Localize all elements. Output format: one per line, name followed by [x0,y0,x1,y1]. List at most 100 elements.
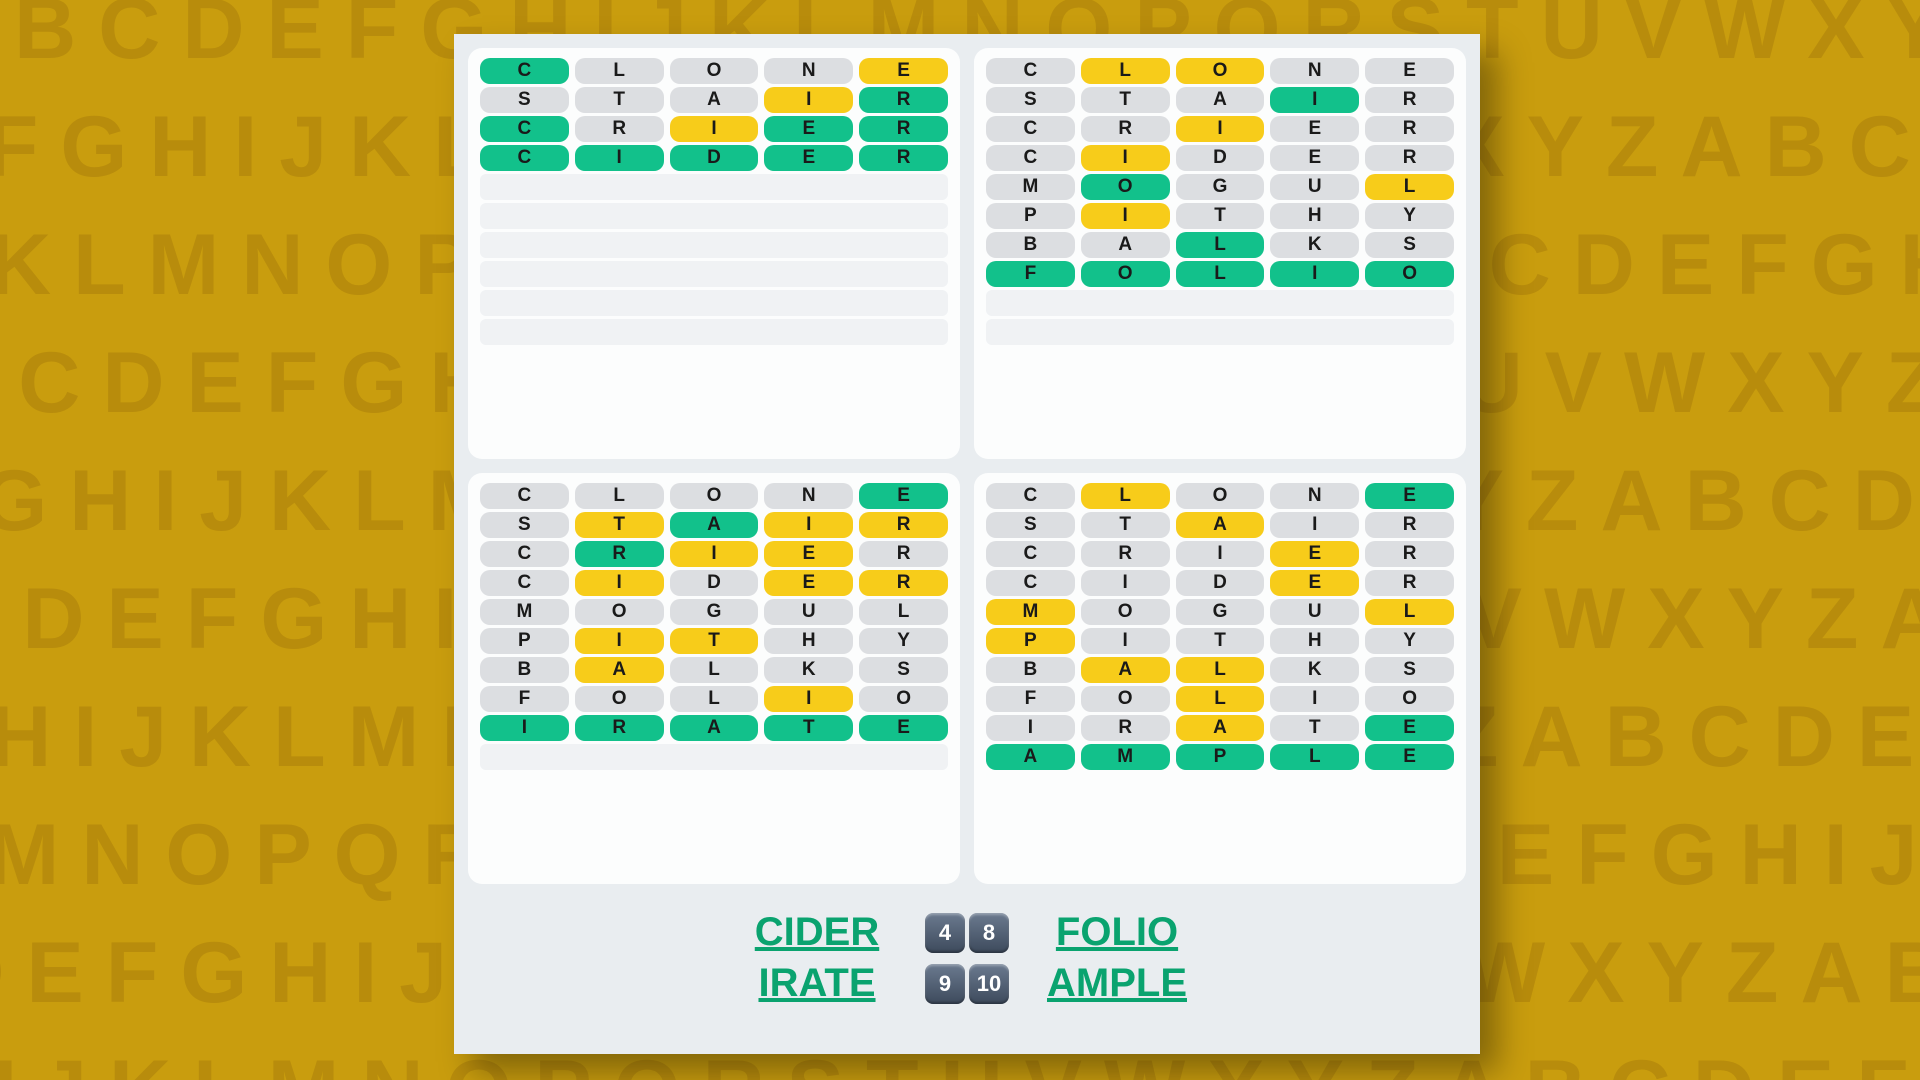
letter-tile: E [859,715,948,741]
letter-tile: L [575,58,664,84]
empty-row [986,290,1454,316]
letter-tile: D [670,570,759,596]
letter-tile: A [575,657,664,683]
guess-count-badges: 48 [925,913,1009,953]
letter-tile: T [1081,87,1170,113]
empty-row [480,261,948,287]
guess-row: CIDER [986,145,1454,171]
guess-row: FOLIO [986,261,1454,287]
letter-tile: U [1270,174,1359,200]
letter-tile: A [1176,715,1265,741]
letter-tile: I [1176,541,1265,567]
letter-tile: A [986,744,1075,770]
letter-tile: R [1365,570,1454,596]
board-2: CLONESTAIRCRIERCIDERMOGULPITHYBALKSFOLIO [974,48,1466,459]
guess-row: CIDER [480,570,948,596]
letter-tile: R [859,541,948,567]
letter-tile: L [1176,686,1265,712]
summary-row-1: CIDER 48 FOLIO [737,910,1197,955]
letter-tile: H [764,628,853,654]
letter-tile: O [1081,261,1170,287]
letter-tile: B [986,232,1075,258]
letter-tile: T [1081,512,1170,538]
letter-tile: B [480,657,569,683]
guess-row: MOGUL [986,599,1454,625]
letter-tile: S [986,87,1075,113]
answer-word[interactable]: FOLIO [1037,910,1197,955]
letter-tile: P [986,203,1075,229]
guess-row: IRATE [986,715,1454,741]
letter-tile: P [986,628,1075,654]
letter-tile: S [480,87,569,113]
letter-tile: C [986,145,1075,171]
letter-tile: S [480,512,569,538]
letter-tile: I [1081,628,1170,654]
letter-tile: E [1270,541,1359,567]
letter-tile: N [764,58,853,84]
guess-row: CRIER [986,116,1454,142]
letter-tile: L [1365,599,1454,625]
empty-row [480,203,948,229]
letter-tile: R [1081,116,1170,142]
letter-tile: I [670,541,759,567]
letter-tile: O [1176,483,1265,509]
letter-tile: P [480,628,569,654]
guess-row: MOGUL [986,174,1454,200]
letter-tile: L [1081,483,1170,509]
letter-tile: B [986,657,1075,683]
letter-tile: C [986,483,1075,509]
letter-tile: E [1270,570,1359,596]
answer-word[interactable]: IRATE [737,961,897,1006]
letter-tile: E [859,58,948,84]
letter-tile: A [1081,657,1170,683]
guess-row: CIDER [480,145,948,171]
guess-row: PITHY [480,628,948,654]
letter-tile: R [859,570,948,596]
letter-tile: G [670,599,759,625]
letter-tile: E [764,541,853,567]
answer-word[interactable]: CIDER [737,910,897,955]
letter-tile: A [670,715,759,741]
letter-tile: L [1270,744,1359,770]
letter-tile: C [986,570,1075,596]
letter-tile: I [575,145,664,171]
letter-tile: C [480,570,569,596]
letter-tile: A [670,87,759,113]
letter-tile: R [575,541,664,567]
guess-row: BALKS [480,657,948,683]
letter-tile: O [1081,174,1170,200]
letter-tile: I [575,570,664,596]
letter-tile: O [575,686,664,712]
empty-row [480,319,948,345]
letter-tile: A [1176,87,1265,113]
letter-tile: S [859,657,948,683]
letter-tile: L [670,657,759,683]
letter-tile: R [1081,715,1170,741]
letter-tile: S [1365,657,1454,683]
answer-word[interactable]: AMPLE [1037,961,1197,1006]
letter-tile: I [764,87,853,113]
guess-row: CRIER [480,116,948,142]
letter-tile: M [986,599,1075,625]
letter-tile: I [1270,512,1359,538]
guess-row: AMPLE [986,744,1454,770]
letter-tile: M [1081,744,1170,770]
empty-row [480,744,948,770]
letter-tile: L [575,483,664,509]
letter-tile: E [764,145,853,171]
letter-tile: D [1176,145,1265,171]
letter-tile: I [764,512,853,538]
letter-tile: I [1270,686,1359,712]
guess-row: PITHY [986,203,1454,229]
letter-tile: L [1176,232,1265,258]
letter-tile: F [480,686,569,712]
guess-row: CRIER [480,541,948,567]
empty-row [480,174,948,200]
letter-tile: G [1176,599,1265,625]
game-panel: CLONESTAIRCRIERCIDERCLONESTAIRCRIERCIDER… [454,34,1480,1054]
letter-tile: E [1365,483,1454,509]
letter-tile: D [670,145,759,171]
guess-row: CLONE [480,58,948,84]
letter-tile: T [1176,628,1265,654]
guess-row: CLONE [480,483,948,509]
